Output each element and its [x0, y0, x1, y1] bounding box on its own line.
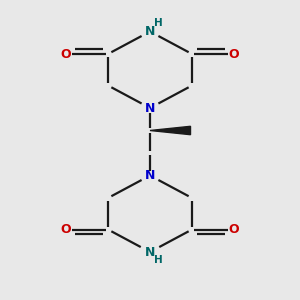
Text: N: N — [145, 101, 155, 115]
Text: N: N — [145, 25, 155, 38]
Text: O: O — [61, 223, 71, 236]
Text: N: N — [145, 169, 155, 182]
Text: O: O — [229, 223, 239, 236]
Polygon shape — [150, 126, 190, 135]
Text: H: H — [154, 255, 163, 266]
Text: H: H — [154, 18, 163, 28]
Text: O: O — [61, 47, 71, 61]
Text: O: O — [229, 47, 239, 61]
Text: N: N — [145, 245, 155, 259]
